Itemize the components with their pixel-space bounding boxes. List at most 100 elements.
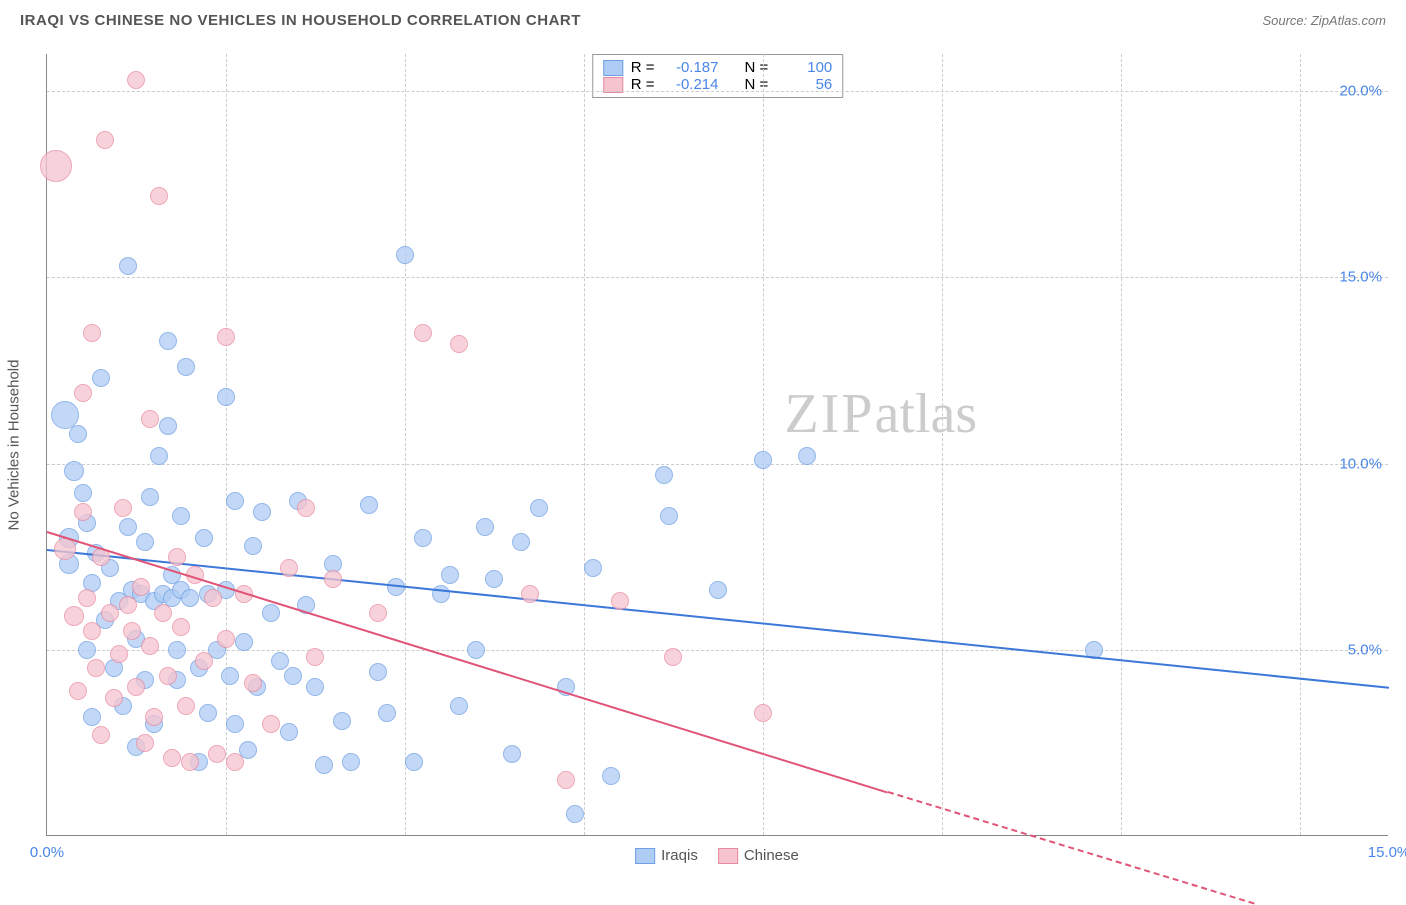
data-point <box>123 622 141 640</box>
data-point <box>221 667 239 685</box>
legend-item: Iraqis <box>635 847 698 864</box>
data-point <box>262 604 280 622</box>
gridline-h <box>47 91 1388 92</box>
data-point <box>271 652 289 670</box>
data-point <box>172 507 190 525</box>
data-point <box>566 805 584 823</box>
data-point <box>244 537 262 555</box>
data-point <box>262 715 280 733</box>
source-label: Source: ZipAtlas.com <box>1262 13 1386 28</box>
watermark: ZIPatlas <box>785 382 978 446</box>
data-point <box>226 715 244 733</box>
chart-title: IRAQI VS CHINESE NO VEHICLES IN HOUSEHOL… <box>20 12 581 29</box>
data-point <box>74 384 92 402</box>
y-tick-label: 15.0% <box>1339 269 1382 286</box>
gridline-v <box>405 54 406 835</box>
data-point <box>92 369 110 387</box>
gridline-v <box>942 54 943 835</box>
data-point <box>204 589 222 607</box>
data-point <box>602 767 620 785</box>
gridline-v <box>584 54 585 835</box>
data-point <box>253 503 271 521</box>
gridline-v <box>1121 54 1122 835</box>
data-point <box>136 734 154 752</box>
data-point <box>315 756 333 774</box>
data-point <box>74 503 92 521</box>
legend-n-label: N = <box>745 59 769 76</box>
x-tick-label: 0.0% <box>30 844 64 861</box>
legend-swatch <box>718 848 738 864</box>
gridline-h <box>47 277 1388 278</box>
legend-swatch <box>603 77 623 93</box>
chart-area: No Vehicles in Household ZIPatlas R =-0.… <box>46 54 1388 836</box>
data-point <box>172 618 190 636</box>
data-point <box>132 578 150 596</box>
data-point <box>432 585 450 603</box>
data-point <box>119 257 137 275</box>
data-point <box>655 466 673 484</box>
data-point <box>177 358 195 376</box>
trend-line <box>47 549 1389 689</box>
data-point <box>119 596 137 614</box>
data-point <box>163 749 181 767</box>
data-point <box>127 678 145 696</box>
data-point <box>199 704 217 722</box>
y-tick-label: 5.0% <box>1348 641 1382 658</box>
data-point <box>378 704 396 722</box>
data-point <box>105 689 123 707</box>
data-point <box>485 570 503 588</box>
legend-swatch <box>603 60 623 76</box>
data-point <box>159 667 177 685</box>
data-point <box>40 150 72 182</box>
data-point <box>150 187 168 205</box>
data-point <box>136 533 154 551</box>
data-point <box>280 723 298 741</box>
legend-n-value: 100 <box>776 59 832 76</box>
legend-bottom: Iraqis Chinese <box>635 847 799 864</box>
legend-item: Chinese <box>718 847 799 864</box>
data-point <box>208 745 226 763</box>
data-point <box>74 484 92 502</box>
legend-r-label: R = <box>631 59 655 76</box>
legend-r-value: -0.187 <box>663 59 719 76</box>
y-tick-label: 20.0% <box>1339 83 1382 100</box>
data-point <box>226 492 244 510</box>
data-point <box>557 771 575 789</box>
data-point <box>150 447 168 465</box>
y-axis-label: No Vehicles in Household <box>6 360 23 531</box>
data-point <box>306 678 324 696</box>
data-point <box>441 566 459 584</box>
data-point <box>530 499 548 517</box>
data-point <box>168 641 186 659</box>
data-point <box>284 667 302 685</box>
data-point <box>127 71 145 89</box>
data-point <box>754 704 772 722</box>
data-point <box>450 697 468 715</box>
data-point <box>754 451 772 469</box>
data-point <box>369 663 387 681</box>
data-point <box>476 518 494 536</box>
data-point <box>512 533 530 551</box>
data-point <box>83 708 101 726</box>
legend-label: Iraqis <box>661 847 698 864</box>
data-point <box>195 652 213 670</box>
data-point <box>78 641 96 659</box>
data-point <box>342 753 360 771</box>
data-point <box>369 604 387 622</box>
data-point <box>324 570 342 588</box>
data-point <box>69 425 87 443</box>
data-point <box>306 648 324 666</box>
data-point <box>141 637 159 655</box>
data-point <box>450 335 468 353</box>
data-point <box>405 753 423 771</box>
data-point <box>177 697 195 715</box>
legend-stat-row: R = -0.187 N = 100 <box>603 59 833 76</box>
data-point <box>333 712 351 730</box>
data-point <box>114 499 132 517</box>
gridline-v <box>1300 54 1301 835</box>
x-tick-label: 15.0% <box>1368 844 1406 861</box>
data-point <box>709 581 727 599</box>
data-point <box>503 745 521 763</box>
legend-label: Chinese <box>744 847 799 864</box>
data-point <box>297 499 315 517</box>
